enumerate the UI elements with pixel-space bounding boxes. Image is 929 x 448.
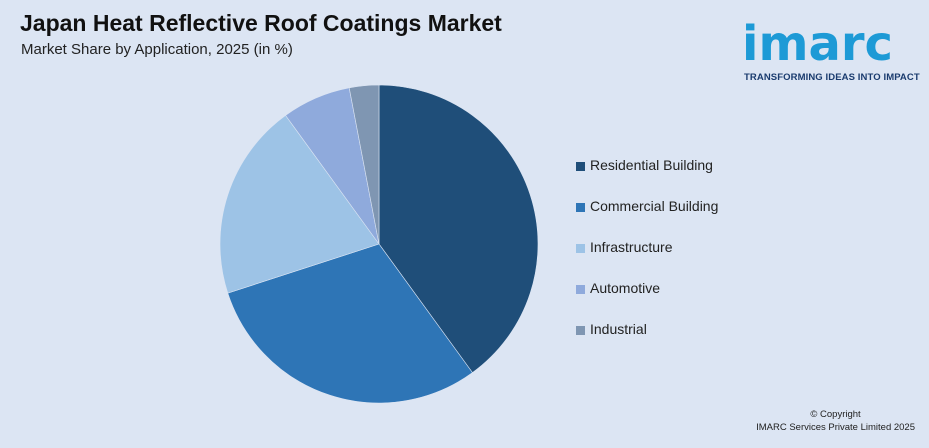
legend-label: Commercial Building [590, 198, 719, 214]
pie-slice-infrastructure [219, 114, 380, 294]
legend-label: Industrial [590, 321, 647, 337]
copyright-company: IMARC Services Private Limited 2025 [756, 422, 915, 433]
legend-label: Residential Building [590, 157, 713, 173]
chart-title: Japan Heat Reflective Roof Coatings Mark… [20, 10, 502, 36]
imarc-logo: imarc TRANSFORMING IDEAS INTO IMPACT [740, 8, 922, 88]
logo-tagline: TRANSFORMING IDEAS INTO IMPACT [744, 72, 920, 83]
legend-label: Infrastructure [590, 239, 673, 255]
legend-swatch [576, 285, 585, 294]
logo-wordmark: imarc [742, 16, 893, 72]
copyright-notice: © Copyright IMARC Services Private Limit… [756, 408, 915, 434]
pie-slice-industrial [348, 84, 380, 245]
copyright-line: © Copyright [810, 409, 861, 420]
pie-slice-residential-building [378, 84, 539, 374]
chart-subtitle: Market Share by Application, 2025 (in %) [21, 41, 293, 58]
legend-swatch [576, 203, 585, 212]
legend-label: Automotive [590, 280, 661, 296]
pie-slice-commercial-building [227, 243, 473, 404]
legend-swatch [576, 326, 585, 335]
legend-swatch [576, 162, 585, 171]
legend-swatch [576, 244, 585, 253]
